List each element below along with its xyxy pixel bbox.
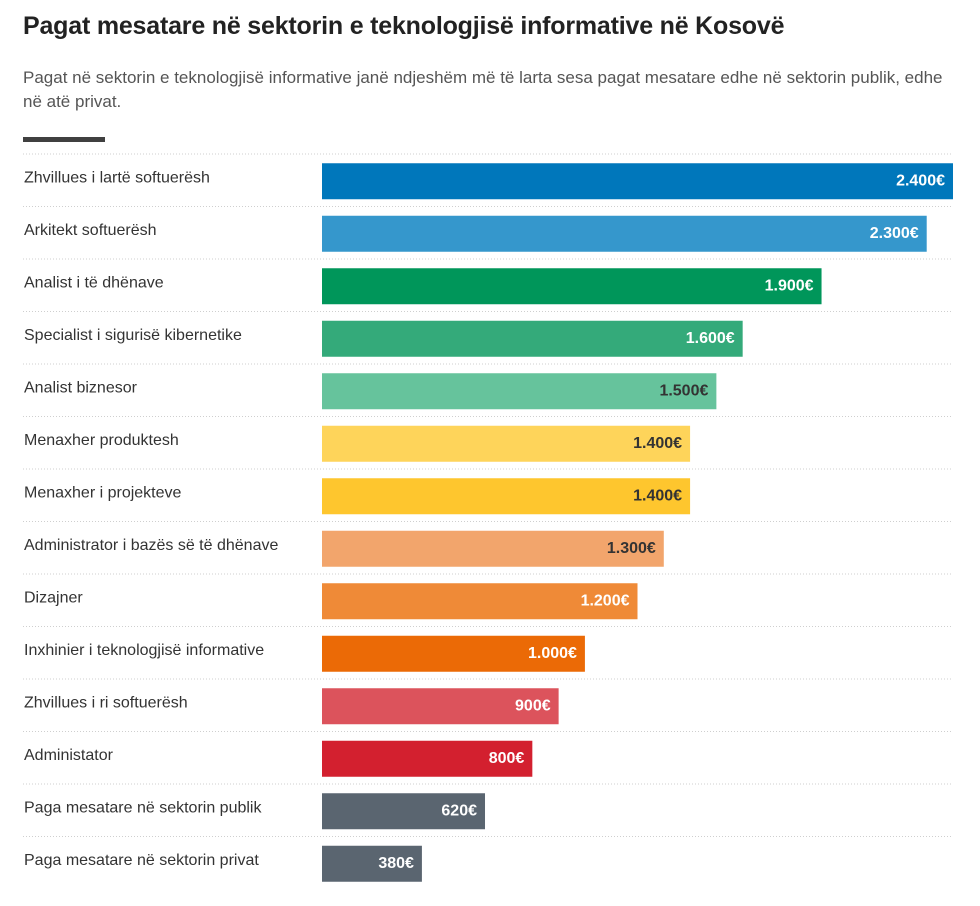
- category-label: Paga mesatare në sektorin publik: [24, 799, 262, 816]
- value-label: 1.600€: [686, 330, 735, 347]
- bar: [322, 373, 717, 410]
- category-label: Analist i të dhënave: [24, 274, 164, 291]
- category-label: Dizajner: [24, 589, 83, 606]
- value-label: 380€: [378, 855, 414, 872]
- bar: [322, 425, 691, 462]
- title-rule: [23, 137, 105, 142]
- bar: [322, 740, 533, 777]
- bar: [322, 268, 822, 305]
- bar: [322, 688, 559, 725]
- bar: [322, 320, 743, 357]
- bar: [322, 163, 953, 200]
- category-label: Analist biznesor: [24, 379, 138, 396]
- value-label: 1.200€: [581, 592, 630, 609]
- bar: [322, 478, 691, 515]
- value-label: 1.400€: [633, 487, 682, 504]
- category-label: Administator: [24, 747, 114, 764]
- value-label: 2.400€: [896, 172, 945, 189]
- value-label: 1.500€: [659, 382, 708, 399]
- category-label: Inxhinier i teknologjisë informative: [24, 642, 264, 659]
- bar: [322, 845, 422, 882]
- value-label: 1.300€: [607, 540, 656, 557]
- value-label: 800€: [489, 750, 525, 767]
- bar: [322, 793, 486, 830]
- value-label: 2.300€: [870, 225, 919, 242]
- bar: [322, 635, 585, 672]
- bar: [322, 215, 927, 252]
- value-label: 1.400€: [633, 435, 682, 452]
- value-label: 900€: [515, 697, 551, 714]
- category-label: Specialist i sigurisë kibernetike: [24, 327, 242, 344]
- category-label: Zhvillues i ri softuerësh: [24, 694, 188, 711]
- category-label: Menaxher i projekteve: [24, 484, 182, 501]
- bar: [322, 530, 664, 567]
- category-label: Paga mesatare në sektorin privat: [24, 852, 259, 869]
- bar: [322, 583, 638, 620]
- chart-subtitle: Pagat në sektorin e teknologjisë informa…: [23, 68, 943, 111]
- chart-title: Pagat mesatare në sektorin e teknologjis…: [23, 12, 785, 40]
- category-label: Arkitekt softuerësh: [24, 222, 157, 239]
- category-label: Zhvillues i lartë softuerësh: [24, 169, 210, 186]
- value-label: 620€: [441, 802, 477, 819]
- category-label: Administrator i bazës së të dhënave: [24, 537, 278, 554]
- category-label: Menaxher produktesh: [24, 432, 179, 449]
- value-label: 1.000€: [528, 645, 577, 662]
- value-label: 1.900€: [765, 277, 814, 294]
